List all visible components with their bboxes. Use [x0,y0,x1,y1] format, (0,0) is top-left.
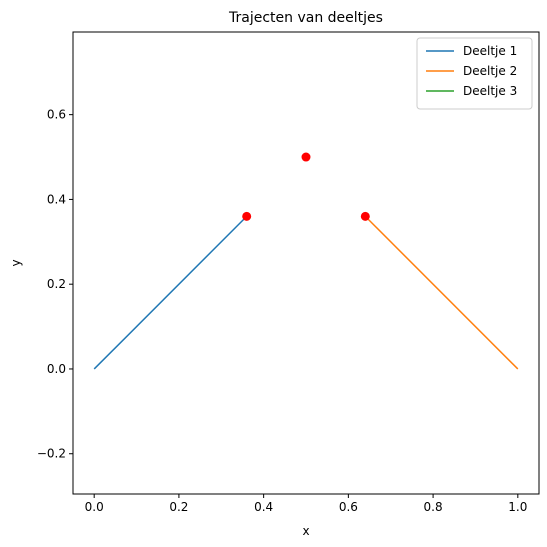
x-tick-label: 0.4 [254,500,273,514]
plot-layer [93,152,519,370]
x-axis-label: x [302,524,309,538]
plot-frame [72,31,540,495]
y-axis: −0.2 0.0 0.2 0.4 0.6 [37,108,73,461]
data-point-3 [301,152,311,162]
data-point-2 [360,211,370,221]
series-line-1 [93,215,248,370]
x-tick-label: 0.0 [85,500,104,514]
chart-title: Trajecten van deeltjes [228,10,383,26]
y-tick-label: −0.2 [37,447,66,461]
series-line-2 [364,215,519,370]
x-axis: 0.0 0.2 0.4 0.6 0.8 1.0 [85,494,527,514]
x-tick-label: 0.8 [424,500,443,514]
y-axis-label: y [9,259,23,266]
y-tick-label: 0.2 [47,277,66,291]
legend-label: Deeltje 3 [463,84,517,98]
y-tick-label: 0.0 [47,362,66,376]
legend: Deeltje 1 Deeltje 2 Deeltje 3 [416,37,533,110]
y-tick-label: 0.6 [47,108,66,122]
legend-label: Deeltje 1 [463,44,517,58]
x-tick-label: 0.2 [169,500,188,514]
x-tick-label: 1.0 [508,500,527,514]
legend-label: Deeltje 2 [463,64,517,78]
x-tick-label: 0.6 [339,500,358,514]
y-tick-label: 0.4 [47,192,66,206]
data-point-1 [242,211,252,221]
